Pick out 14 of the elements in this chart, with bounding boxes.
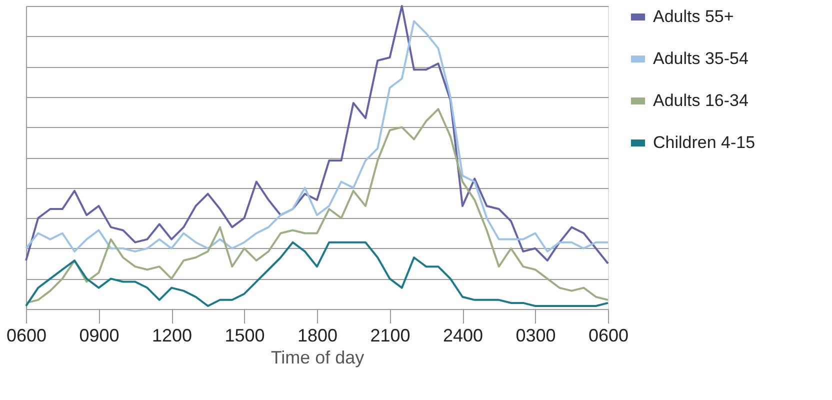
x-tick-label: 0600 (6, 326, 47, 346)
legend-label: Children 4-15 (653, 133, 756, 152)
x-tick-label: 1200 (152, 326, 192, 346)
x-tick-label: 0900 (79, 326, 120, 346)
x-tick-label: 1500 (224, 326, 265, 346)
legend-label: Adults 55+ (653, 7, 734, 26)
x-tick-label: 2100 (370, 326, 410, 346)
legend-label: Adults 16-34 (653, 91, 748, 110)
x-tick-label: 0300 (516, 326, 556, 346)
x-axis-title: Time of day (270, 348, 364, 368)
x-tick-label: 1800 (297, 326, 338, 346)
x-tick-label: 0600 (588, 326, 629, 346)
x-tick-label: 2400 (442, 326, 484, 346)
legend-label: Adults 35-54 (653, 49, 748, 68)
